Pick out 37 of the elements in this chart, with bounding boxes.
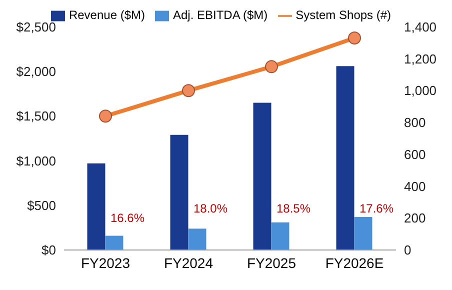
y-tick-label: $2,500 [16, 19, 56, 34]
y2-tick-label: 1,400 [404, 19, 437, 34]
legend-label: System Shops (#) [296, 8, 392, 22]
bar [253, 102, 272, 250]
annotation: 18.0% [193, 201, 228, 216]
bar [188, 228, 206, 250]
bar [87, 163, 106, 250]
y2-tick-label: 200 [404, 210, 426, 226]
bar [105, 236, 124, 250]
annotation: 18.5% [276, 201, 311, 216]
legend-label: Adj. EBITDA ($M) [172, 8, 268, 22]
y2-tick-label: 1,000 [404, 83, 437, 98]
y2-tick-label: 400 [404, 178, 426, 194]
y-tick-label: $2,000 [16, 64, 56, 80]
point [348, 31, 361, 44]
y2-tick-label: 600 [404, 146, 426, 162]
point [99, 110, 112, 123]
y-tick-label: $0 [42, 242, 56, 258]
x-tick-label: FY2024 [164, 254, 214, 271]
bar [354, 216, 372, 250]
y2-tick-label: 800 [404, 115, 426, 130]
y-tick-label: $1,000 [16, 153, 56, 168]
bar [271, 222, 290, 250]
x-tick-label: FY2026E [325, 254, 384, 271]
y2-tick-label: 1,200 [404, 51, 437, 66]
y2-tick-label: 0 [404, 242, 412, 258]
x-tick-label: FY2023 [80, 254, 130, 271]
x-tick-label: FY2025 [246, 254, 296, 271]
bar [170, 134, 188, 250]
point [182, 84, 195, 98]
annotation: 17.6% [359, 201, 394, 216]
legend-label: Revenue ($M) [68, 8, 145, 22]
y-tick-label: $500 [27, 198, 56, 213]
y-tick-label: $1,500 [16, 108, 56, 124]
point [265, 60, 278, 74]
bar [336, 66, 354, 250]
annotation: 16.6% [110, 211, 145, 226]
